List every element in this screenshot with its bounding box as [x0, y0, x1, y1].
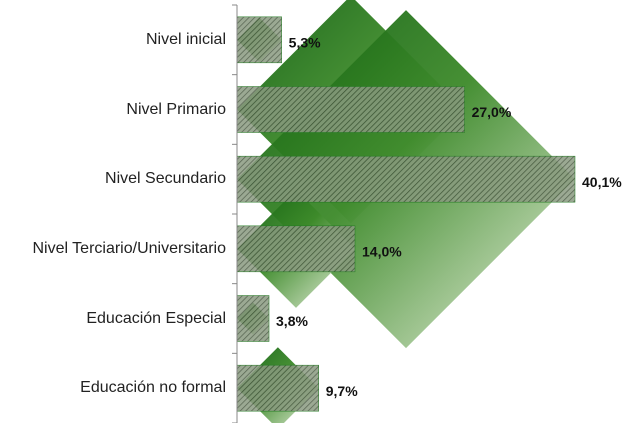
bar — [236, 86, 465, 133]
value-label: 3,8% — [276, 313, 308, 329]
category-label: Educación Especial — [86, 284, 226, 354]
value-label: 9,7% — [326, 383, 358, 399]
category-label: Nivel Secundario — [105, 144, 226, 214]
category-label: Nivel Primario — [126, 75, 226, 145]
category-text: Nivel Primario — [126, 100, 226, 118]
value-label: 40,1% — [582, 174, 622, 190]
value-label: 27,0% — [472, 104, 512, 120]
bar — [236, 155, 576, 203]
category-text: Nivel Secundario — [105, 170, 226, 188]
category-label: Nivel inicial — [146, 5, 226, 75]
bar — [236, 16, 282, 64]
category-text: Educación Especial — [86, 309, 226, 327]
bar — [236, 295, 270, 342]
category-label: Educación no formal — [80, 353, 226, 423]
category-text: Educación no formal — [80, 379, 226, 397]
bar — [236, 364, 320, 412]
value-label: 5,3% — [289, 35, 321, 51]
category-text: Nivel inicial — [145, 30, 226, 48]
value-label: 14,0% — [362, 244, 402, 260]
bar — [236, 225, 356, 273]
category-label: Nivel Terciario/Universitario — [32, 214, 226, 284]
category-text: Nivel Terciario/Universitario — [32, 239, 226, 257]
decor-layer — [237, 0, 575, 423]
bar-layer: 5,3% 27,0% 40,1% 14,0% 3,8% 9,7% — [232, 4, 622, 423]
